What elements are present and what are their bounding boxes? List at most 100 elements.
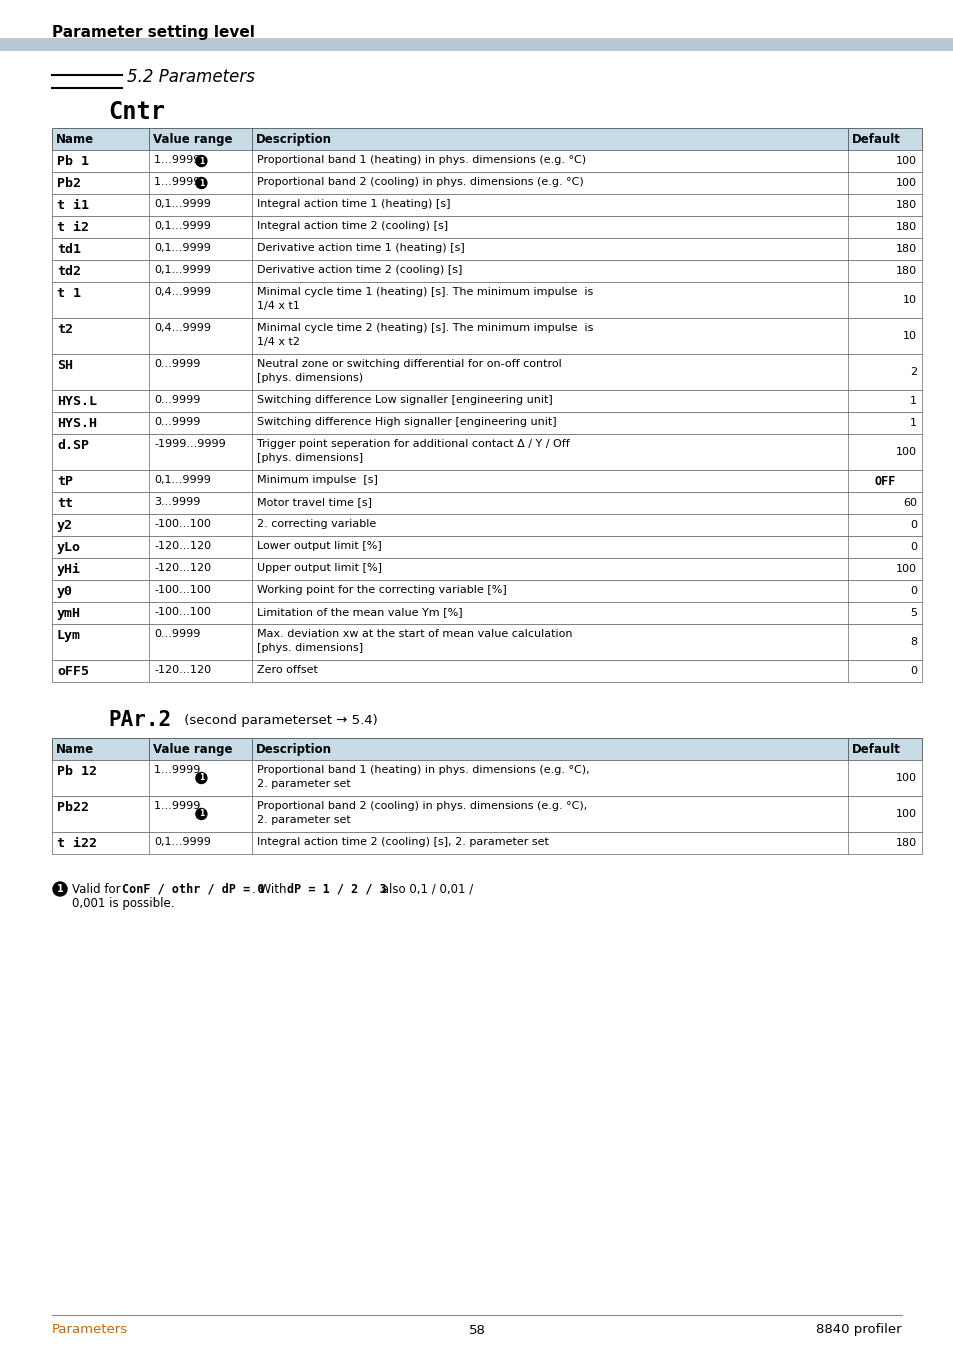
Text: 0: 0 (909, 666, 916, 676)
Text: Value range: Value range (152, 743, 233, 757)
Text: Lower output limit [%]: Lower output limit [%] (256, 540, 381, 551)
Text: 0: 0 (909, 542, 916, 553)
Text: -100...100: -100...100 (153, 607, 211, 617)
Bar (52, 513, 921, 536)
Bar (52, 259, 921, 282)
Text: 1...9999: 1...9999 (153, 801, 204, 811)
Bar (52, 238, 921, 259)
Text: Working point for the correcting variable [%]: Working point for the correcting variabl… (256, 585, 506, 594)
Bar (52, 832, 921, 854)
Text: 0,1...9999: 0,1...9999 (153, 265, 211, 276)
Text: Lym: Lym (57, 630, 81, 642)
Bar (52, 434, 921, 470)
Text: 0,4...9999: 0,4...9999 (153, 286, 211, 297)
Text: dP = 1 / 2 / 3: dP = 1 / 2 / 3 (287, 884, 386, 896)
Bar (52, 580, 921, 603)
Text: 10: 10 (902, 331, 916, 340)
Text: Default: Default (851, 132, 900, 146)
Text: -100...100: -100...100 (153, 585, 211, 594)
Bar (52, 390, 921, 412)
Text: OFF: OFF (873, 476, 895, 488)
Text: -1999...9999: -1999...9999 (153, 439, 226, 449)
Text: 180: 180 (895, 266, 916, 276)
Text: 2: 2 (909, 367, 916, 377)
Text: yHi: yHi (57, 563, 81, 576)
Text: 10: 10 (902, 295, 916, 305)
Text: Integral action time 2 (cooling) [s], 2. parameter set: Integral action time 2 (cooling) [s], 2.… (256, 838, 548, 847)
Bar (52, 624, 921, 661)
Text: 100: 100 (895, 447, 916, 457)
Text: 3...9999: 3...9999 (153, 497, 200, 507)
Text: 100: 100 (895, 178, 916, 188)
Text: Switching difference High signaller [engineering unit]: Switching difference High signaller [eng… (256, 417, 556, 427)
Bar (52, 661, 921, 682)
Text: td2: td2 (57, 265, 81, 278)
Text: Minimal cycle time 1 (heating) [s]. The minimum impulse  is: Minimal cycle time 1 (heating) [s]. The … (256, 286, 593, 297)
Text: Zero offset: Zero offset (256, 665, 317, 676)
Text: [phys. dimensions]: [phys. dimensions] (256, 643, 363, 653)
Text: Value range: Value range (152, 132, 233, 146)
Text: -100...100: -100...100 (153, 519, 211, 530)
Text: 1/4 x t2: 1/4 x t2 (256, 336, 299, 347)
Text: Minimal cycle time 2 (heating) [s]. The minimum impulse  is: Minimal cycle time 2 (heating) [s]. The … (256, 323, 593, 332)
Bar (52, 603, 921, 624)
Text: oFF5: oFF5 (57, 665, 89, 678)
Text: Minimum impulse  [s]: Minimum impulse [s] (256, 476, 377, 485)
Bar (52, 536, 921, 558)
Text: Description: Description (255, 743, 332, 757)
Text: 100: 100 (895, 155, 916, 166)
Text: 1: 1 (198, 178, 204, 188)
Text: Default: Default (851, 743, 900, 757)
Text: td1: td1 (57, 243, 81, 255)
Text: 1: 1 (198, 157, 204, 166)
Text: 1...9999: 1...9999 (153, 765, 204, 775)
Text: Pb22: Pb22 (57, 801, 89, 815)
Text: 180: 180 (895, 200, 916, 209)
Text: 8840 profiler: 8840 profiler (816, 1324, 901, 1336)
Text: Proportional band 1 (heating) in phys. dimensions (e.g. °C): Proportional band 1 (heating) in phys. d… (256, 155, 585, 165)
Text: -120...120: -120...120 (153, 563, 211, 573)
Text: 58: 58 (468, 1324, 485, 1336)
Text: Parameter setting level: Parameter setting level (52, 26, 254, 41)
Text: Limitation of the mean value Ym [%]: Limitation of the mean value Ym [%] (256, 607, 462, 617)
Text: t i1: t i1 (57, 199, 89, 212)
Bar (52, 128, 921, 150)
Bar (52, 492, 921, 513)
Text: Parameters: Parameters (52, 1323, 128, 1336)
Text: d.SP: d.SP (57, 439, 89, 453)
Text: Description: Description (255, 132, 332, 146)
Text: Proportional band 2 (cooling) in phys. dimensions (e.g. °C): Proportional band 2 (cooling) in phys. d… (256, 177, 583, 186)
Bar (52, 354, 921, 390)
Text: 1...9999: 1...9999 (153, 155, 204, 165)
Circle shape (195, 773, 207, 784)
Bar (52, 761, 921, 796)
Text: Neutral zone or switching differential for on-off control: Neutral zone or switching differential f… (256, 359, 561, 369)
Text: -120...120: -120...120 (153, 665, 211, 676)
Text: 1: 1 (198, 774, 204, 782)
Text: 0...9999: 0...9999 (153, 417, 200, 427)
Text: 8: 8 (909, 638, 916, 647)
Text: 1/4 x t1: 1/4 x t1 (256, 301, 299, 311)
Text: Name: Name (56, 132, 94, 146)
Text: yLo: yLo (57, 540, 81, 554)
Text: (second parameterset → 5.4): (second parameterset → 5.4) (180, 713, 377, 727)
Text: 0...9999: 0...9999 (153, 394, 200, 405)
Bar (52, 738, 921, 761)
Text: Upper output limit [%]: Upper output limit [%] (256, 563, 381, 573)
Bar (52, 412, 921, 434)
Text: 2. parameter set: 2. parameter set (256, 780, 351, 789)
Text: t2: t2 (57, 323, 73, 336)
Text: Derivative action time 2 (cooling) [s]: Derivative action time 2 (cooling) [s] (256, 265, 462, 276)
Circle shape (195, 155, 207, 166)
Text: 0,1...9999: 0,1...9999 (153, 199, 211, 209)
Text: Proportional band 2 (cooling) in phys. dimensions (e.g. °C),: Proportional band 2 (cooling) in phys. d… (256, 801, 587, 811)
Bar (52, 216, 921, 238)
Text: 0,1...9999: 0,1...9999 (153, 476, 211, 485)
Text: tt: tt (57, 497, 73, 509)
Text: tP: tP (57, 476, 73, 488)
Text: Integral action time 1 (heating) [s]: Integral action time 1 (heating) [s] (256, 199, 450, 209)
Text: 0,1...9999: 0,1...9999 (153, 222, 211, 231)
Text: Integral action time 2 (cooling) [s]: Integral action time 2 (cooling) [s] (256, 222, 448, 231)
Text: 0,4...9999: 0,4...9999 (153, 323, 211, 332)
Text: 1: 1 (909, 396, 916, 407)
